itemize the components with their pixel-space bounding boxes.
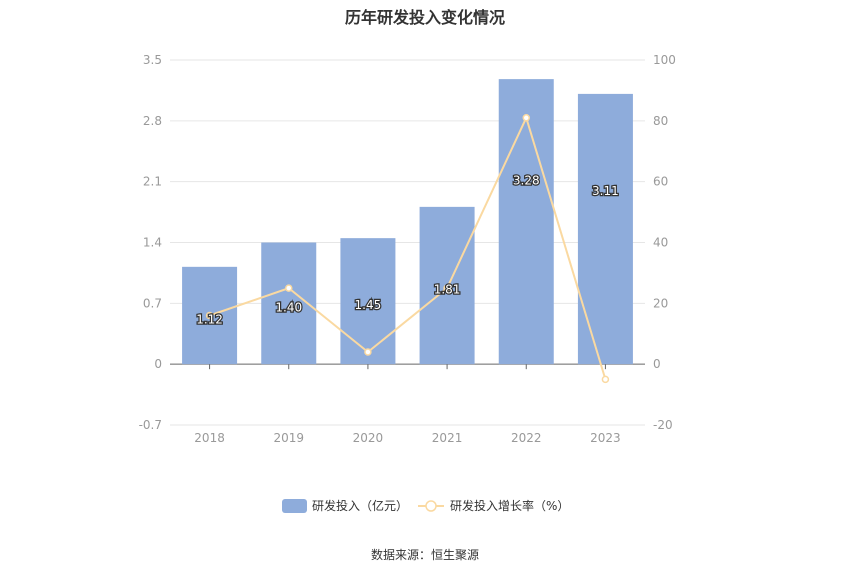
axes: -0.7 0 0.7 1.4 2.1 2.8 3.5 -20 0 20 40 60 80 100 2018 2… xyxy=(139,53,676,445)
chart-title: 历年研发投入变化情况 xyxy=(344,8,505,27)
y-right-tick-label: 60 xyxy=(653,175,668,189)
x-tick-label: 2023 xyxy=(590,431,621,445)
bar xyxy=(577,93,633,365)
y-left-tick-label: 2.1 xyxy=(143,175,162,189)
x-tick-label: 2020 xyxy=(353,431,384,445)
data-source-note: 数据来源：恒生聚源 xyxy=(370,548,479,562)
y-left-tick-label: 3.5 xyxy=(143,53,162,67)
growth-line xyxy=(209,114,607,380)
y-right-tick-label: 80 xyxy=(653,114,668,128)
y-left-tick-label: 0.7 xyxy=(143,296,162,310)
y-left-tick-label: 1.4 xyxy=(143,236,162,250)
y-left-tick-label: -0.7 xyxy=(139,418,162,432)
growth-point xyxy=(522,114,530,122)
growth-point xyxy=(601,375,610,384)
bar-value-label: 1.45 xyxy=(355,298,382,312)
y-right-tick-label: 0 xyxy=(653,357,661,371)
x-tick-label: 2022 xyxy=(511,431,542,445)
legend-bar-label: 研发投入（亿元） xyxy=(312,498,408,513)
x-tick-label: 2021 xyxy=(432,431,463,445)
bar-value-label: 3.28 xyxy=(513,174,540,188)
bar-value-label: 1.12 xyxy=(196,313,223,327)
y-right-tick-label: 40 xyxy=(653,236,668,250)
y-right-tick-label: 20 xyxy=(653,296,668,310)
x-tick-label: 2019 xyxy=(273,431,304,445)
y-right-tick-label: 100 xyxy=(653,53,676,67)
bar xyxy=(340,238,396,365)
bar-value-label: 1.81 xyxy=(434,283,461,297)
grid-lines xyxy=(170,59,645,426)
legend-bar-swatch xyxy=(282,499,307,513)
legend-line-label: 研发投入增长率（%） xyxy=(450,498,569,513)
bar-series xyxy=(182,79,633,365)
growth-point xyxy=(285,284,293,292)
bar-data-labels: 1.12 1.40 1.45 1.81 3.28 3.11 xyxy=(195,172,620,327)
bar-value-label: 1.40 xyxy=(275,300,302,314)
line-series xyxy=(205,114,610,384)
growth-point xyxy=(443,284,451,292)
legend[interactable]: 研发投入（亿元） 研发投入增长率（%） xyxy=(282,498,569,513)
legend-line-marker xyxy=(425,500,437,512)
x-tick-label: 2018 xyxy=(194,431,225,445)
bar-value-label: 3.11 xyxy=(592,184,619,198)
growth-point xyxy=(205,311,214,320)
y-right-tick-label: -20 xyxy=(653,418,673,432)
y-left-tick-label: 2.8 xyxy=(143,114,162,128)
bar xyxy=(498,79,554,365)
growth-point xyxy=(364,348,372,356)
y-left-tick-label: 0 xyxy=(154,357,162,371)
